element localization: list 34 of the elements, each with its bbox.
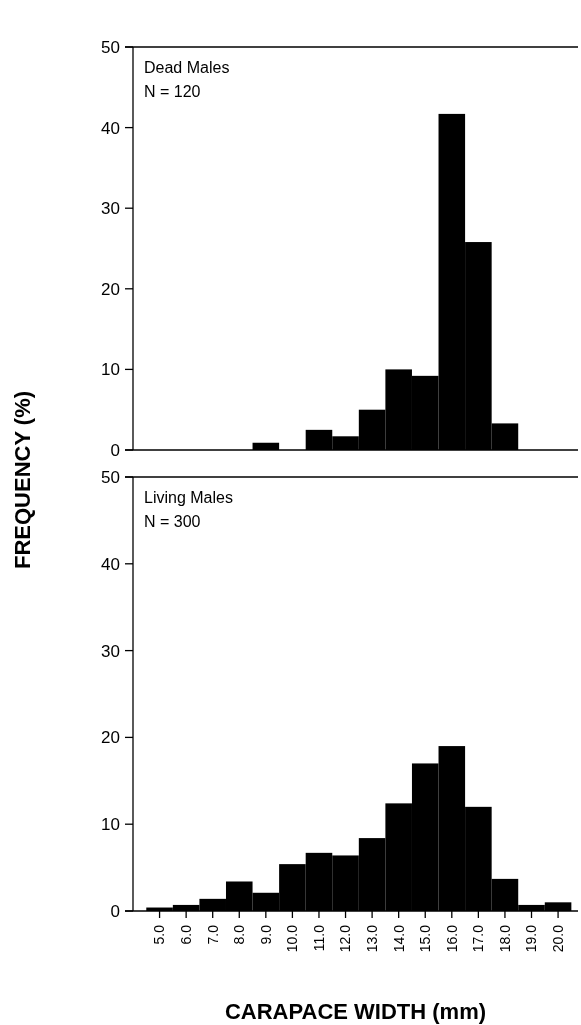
x-tick-label: 11.0 — [310, 924, 327, 952]
y-tick-label: 30 — [101, 641, 120, 661]
annotation: Living Males — [144, 489, 233, 506]
y-axis-title: FREQUENCY (%) — [10, 390, 35, 570]
y-tick-label: 20 — [101, 279, 120, 299]
y-tick-label: 0 — [110, 901, 120, 921]
y-tick-label: 20 — [101, 728, 120, 748]
y-tick-label: 0 — [110, 440, 120, 460]
x-tick-label: 18.0 — [496, 924, 513, 953]
annotation: Dead Males — [144, 59, 230, 76]
y-tick-label: 50 — [101, 467, 120, 487]
x-tick-label: 15.0 — [417, 924, 434, 953]
x-tick-label: 12.0 — [337, 924, 354, 953]
y-tick-label: 10 — [101, 815, 120, 835]
x-axis-title: CARAPACE WIDTH (mm) — [224, 999, 487, 1024]
y-tick-label: 50 — [101, 37, 120, 57]
x-tick-label: 17.0 — [470, 924, 487, 953]
x-tick-label: 7.0 — [204, 924, 221, 945]
x-tick-label: 16.0 — [443, 924, 460, 953]
y-tick-label: 30 — [101, 199, 120, 219]
annotation: N = 300 — [144, 513, 201, 530]
y-tick-label: 40 — [101, 554, 120, 574]
y-tick-label: 10 — [101, 360, 120, 380]
x-tick-label: 19.0 — [523, 924, 540, 953]
x-tick-label: 8.0 — [231, 924, 248, 945]
x-tick-label: 13.0 — [364, 924, 380, 953]
x-tick-label: 9.0 — [257, 924, 274, 945]
y-tick-label: 40 — [101, 118, 120, 138]
x-tick-label: 14.0 — [390, 924, 407, 953]
x-tick-label: 5.0 — [151, 924, 168, 945]
x-tick-label: 10.0 — [284, 924, 301, 953]
x-tick-label: 6.0 — [178, 924, 195, 945]
x-tick-label: 20.0 — [549, 924, 566, 953]
annotation: N = 120 — [144, 83, 201, 100]
